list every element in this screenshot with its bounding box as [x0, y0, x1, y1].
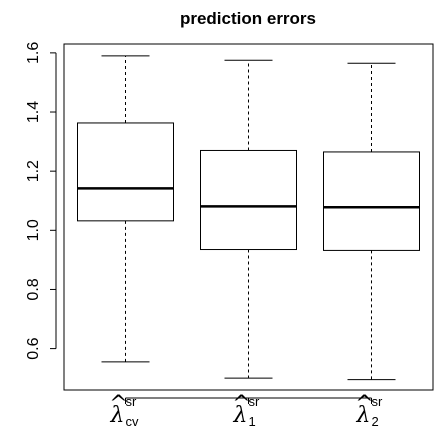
interquartile-box: [200, 149, 297, 251]
y-tick-label: 1.6: [25, 42, 42, 64]
box-3: [323, 62, 420, 381]
y-tick-label: 1.0: [25, 219, 42, 241]
interquartile-box: [77, 122, 174, 222]
y-tick-label: 0.6: [25, 337, 42, 359]
x-tick-label-subscript: cv: [126, 414, 140, 429]
x-tick-label-superscript: sr: [126, 394, 138, 409]
y-tick-label: 0.8: [25, 278, 42, 300]
box-1: [77, 55, 174, 363]
x-tick-label-symbol: λ: [356, 403, 371, 428]
x-tick-label-symbol: λ: [233, 403, 248, 428]
x-tick-label-hat: ^: [232, 392, 250, 417]
x-tick-label-hat: ^: [355, 392, 373, 417]
x-tick-label: ^λsr cv: [109, 392, 139, 429]
plot-frame: [63, 43, 434, 391]
interquartile-box: [323, 151, 420, 251]
x-tick-label: ^λsr 1: [232, 392, 260, 429]
x-tick-label-subscript: 1: [249, 414, 256, 429]
x-tick-label-superscript: sr: [372, 394, 384, 409]
x-tick-label-subscript: 2: [372, 414, 379, 429]
y-axis: 0.6 0.8 1.0 1.2 1.4 1.6: [25, 42, 57, 360]
boxes: [77, 55, 420, 381]
box-2: [200, 59, 297, 379]
x-tick-label-symbol: λ: [110, 403, 125, 428]
x-tick-label: ^λsr 2: [355, 392, 383, 429]
chart-title: prediction errors: [180, 9, 316, 28]
y-tick-label: 1.2: [25, 160, 42, 182]
x-tick-label-hat: ^: [109, 392, 127, 417]
y-tick-label: 1.4: [25, 101, 42, 123]
x-tick-label-superscript: sr: [249, 394, 261, 409]
